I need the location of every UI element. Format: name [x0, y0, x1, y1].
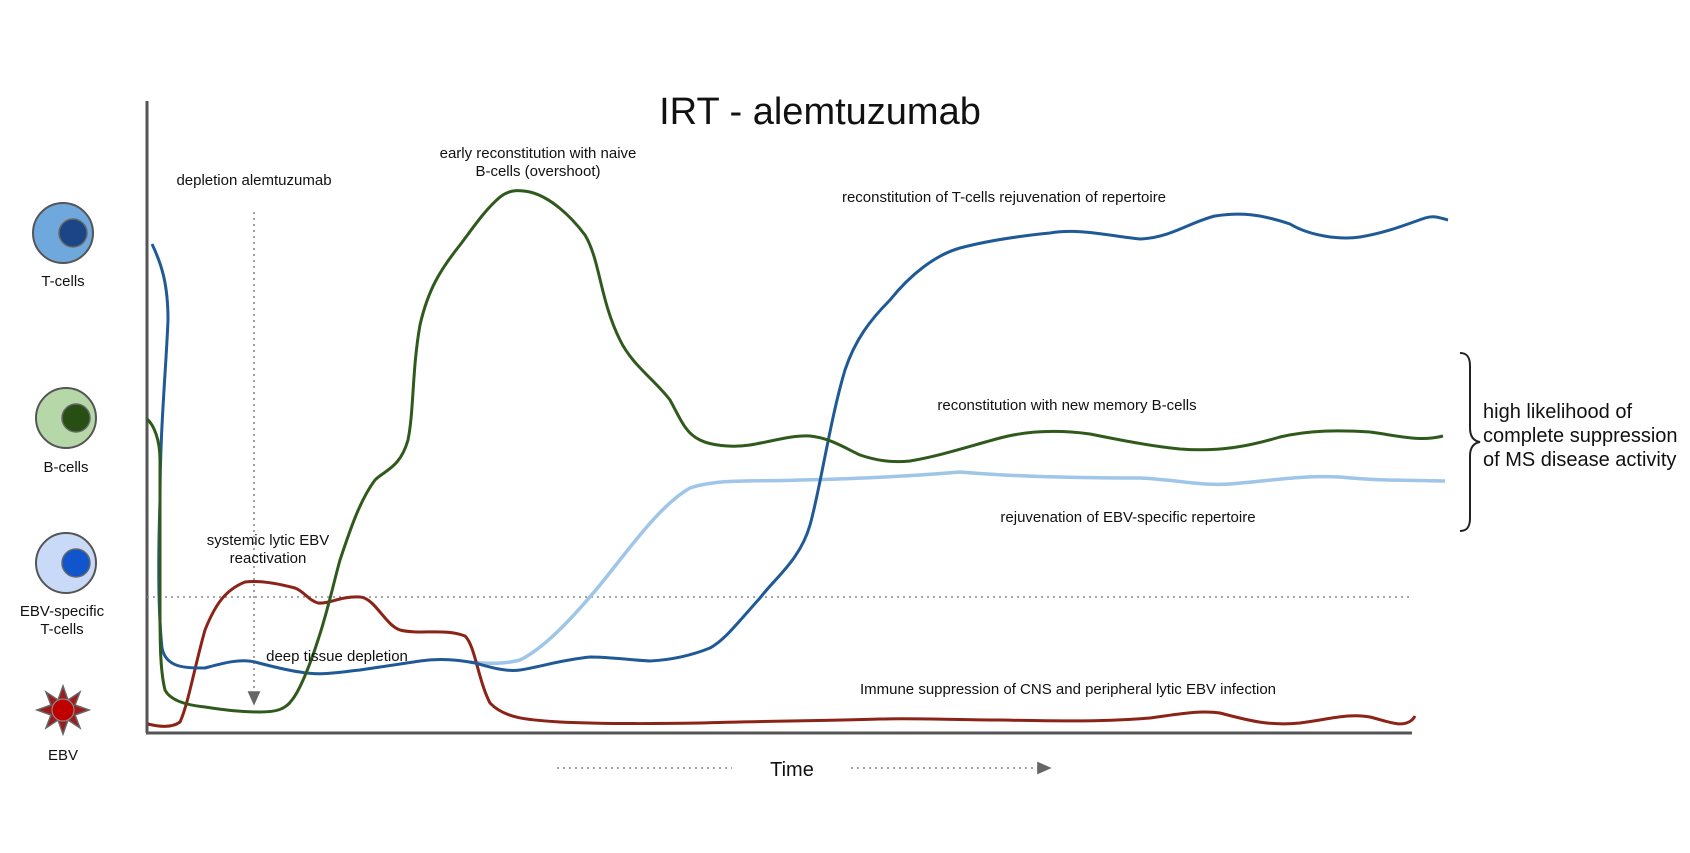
annotation-early-recon-line2: B-cells (overshoot)	[475, 163, 600, 180]
ebv-t-cell-nucleus	[61, 548, 91, 578]
annotation-depletion: depletion alemtuzumab	[176, 172, 331, 189]
annotation-outcome-line2: complete suppression	[1483, 425, 1678, 447]
annotation-b-memory: reconstitution with new memory B-cells	[937, 397, 1196, 414]
x-axis-label: Time	[770, 759, 814, 781]
ebv-t-cells-curve	[469, 470, 1446, 666]
annotation-deep-tissue: deep tissue depletion	[266, 648, 408, 665]
annotation-immune-supp: Immune suppression of CNS and peripheral…	[860, 681, 1276, 698]
diagram-title: IRT - alemtuzumab	[659, 91, 981, 133]
legend-t-cells: T-cells	[32, 202, 94, 290]
legend-b-cells: B-cells	[35, 387, 97, 476]
annotation-early-recon-line1: early reconstitution with naive	[440, 145, 637, 162]
annotation-lytic-line1: systemic lytic EBV	[207, 532, 330, 549]
legend-ebv-t-cells: EBV-specific T-cells	[20, 532, 105, 638]
legend-ebv: EBV	[34, 683, 92, 764]
t-cell-nucleus	[58, 218, 88, 248]
legend-b-cells-label: B-cells	[43, 459, 88, 476]
annotation-ebv-rejuv: rejuvenation of EBV-specific repertoire	[1000, 509, 1255, 526]
annotation-lytic-line2: reactivation	[230, 550, 307, 567]
b-cell-nucleus	[61, 403, 91, 433]
annotation-outcome-line1: high likelihood of	[1483, 401, 1632, 423]
outcome-brace	[1459, 352, 1481, 532]
legend-ebv-t-cells-label-2: T-cells	[40, 621, 83, 638]
ebv-curve	[147, 580, 1417, 728]
legend-t-cells-label: T-cells	[41, 273, 84, 290]
ebv-virus-core	[51, 698, 75, 722]
legend-ebv-label: EBV	[48, 747, 78, 764]
annotation-outcome-line3: of MS disease activity	[1483, 449, 1676, 471]
b-cells-curve	[145, 189, 1444, 714]
t-cells-curve	[150, 212, 1449, 676]
legend-ebv-t-cells-label-1: EBV-specific	[20, 603, 105, 620]
annotation-t-recon: reconstitution of T-cells rejuvenation o…	[842, 189, 1166, 206]
